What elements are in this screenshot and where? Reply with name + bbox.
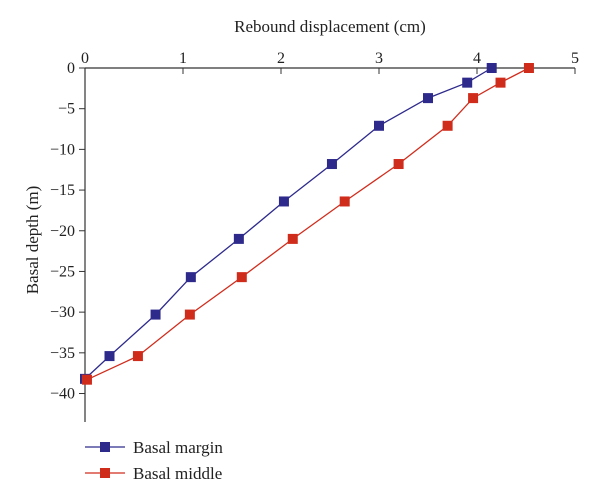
data-point-marker (104, 351, 115, 362)
data-point-marker (393, 159, 404, 170)
y-tick-label: −5 (58, 101, 75, 118)
data-point-marker (184, 309, 195, 320)
series-line-2 (86, 67, 530, 381)
legend: Basal margin Basal middle (85, 438, 223, 483)
y-tick-label: −30 (50, 304, 75, 321)
data-point-marker (423, 93, 433, 104)
data-point-marker (339, 196, 350, 207)
data-point-marker (326, 159, 337, 170)
x-tick-label: 0 (81, 50, 89, 67)
data-point-marker (185, 272, 196, 283)
data-point-marker (468, 93, 479, 104)
y-tick-label: −20 (50, 223, 75, 240)
data-point-marker (442, 120, 453, 131)
data-point-marker (495, 77, 506, 88)
x-tick-label: 1 (179, 50, 187, 67)
x-ticks: 0 1 2 3 4 5 (81, 50, 579, 74)
legend-label: Basal margin (133, 438, 223, 457)
data-point-marker (287, 233, 298, 244)
x-axis-label: Rebound displacement (cm) (234, 17, 426, 36)
data-point-marker (374, 120, 384, 131)
data-point-marker (132, 351, 143, 362)
legend-label: Basal middle (133, 464, 222, 483)
data-point-marker (81, 374, 92, 385)
y-axis-label: Basal depth (m) (23, 186, 42, 295)
data-point-marker (523, 63, 534, 73)
legend-marker (100, 442, 110, 452)
y-tick-label: −35 (50, 345, 75, 362)
x-tick-label: 2 (277, 50, 285, 67)
data-point-marker (278, 196, 289, 207)
x-tick-label: 5 (571, 50, 579, 67)
data-point-marker (236, 272, 247, 283)
data-point-marker (486, 63, 497, 73)
series-layer (80, 63, 534, 385)
x-tick-label: 3 (375, 50, 383, 67)
data-point-marker (233, 233, 244, 244)
data-point-marker (462, 77, 473, 88)
y-ticks: 0 −5 −10 −15 −20 −25 −30 −35 −40 (50, 60, 85, 403)
y-tick-label: −25 (50, 263, 75, 280)
y-tick-label: 0 (67, 60, 75, 77)
y-tick-label: −40 (50, 386, 75, 403)
series-line-1 (84, 67, 493, 380)
y-tick-label: −15 (50, 182, 75, 199)
legend-marker (100, 468, 110, 478)
x-tick-label: 4 (473, 50, 481, 67)
data-point-marker (150, 309, 161, 320)
y-tick-label: −10 (50, 141, 75, 158)
